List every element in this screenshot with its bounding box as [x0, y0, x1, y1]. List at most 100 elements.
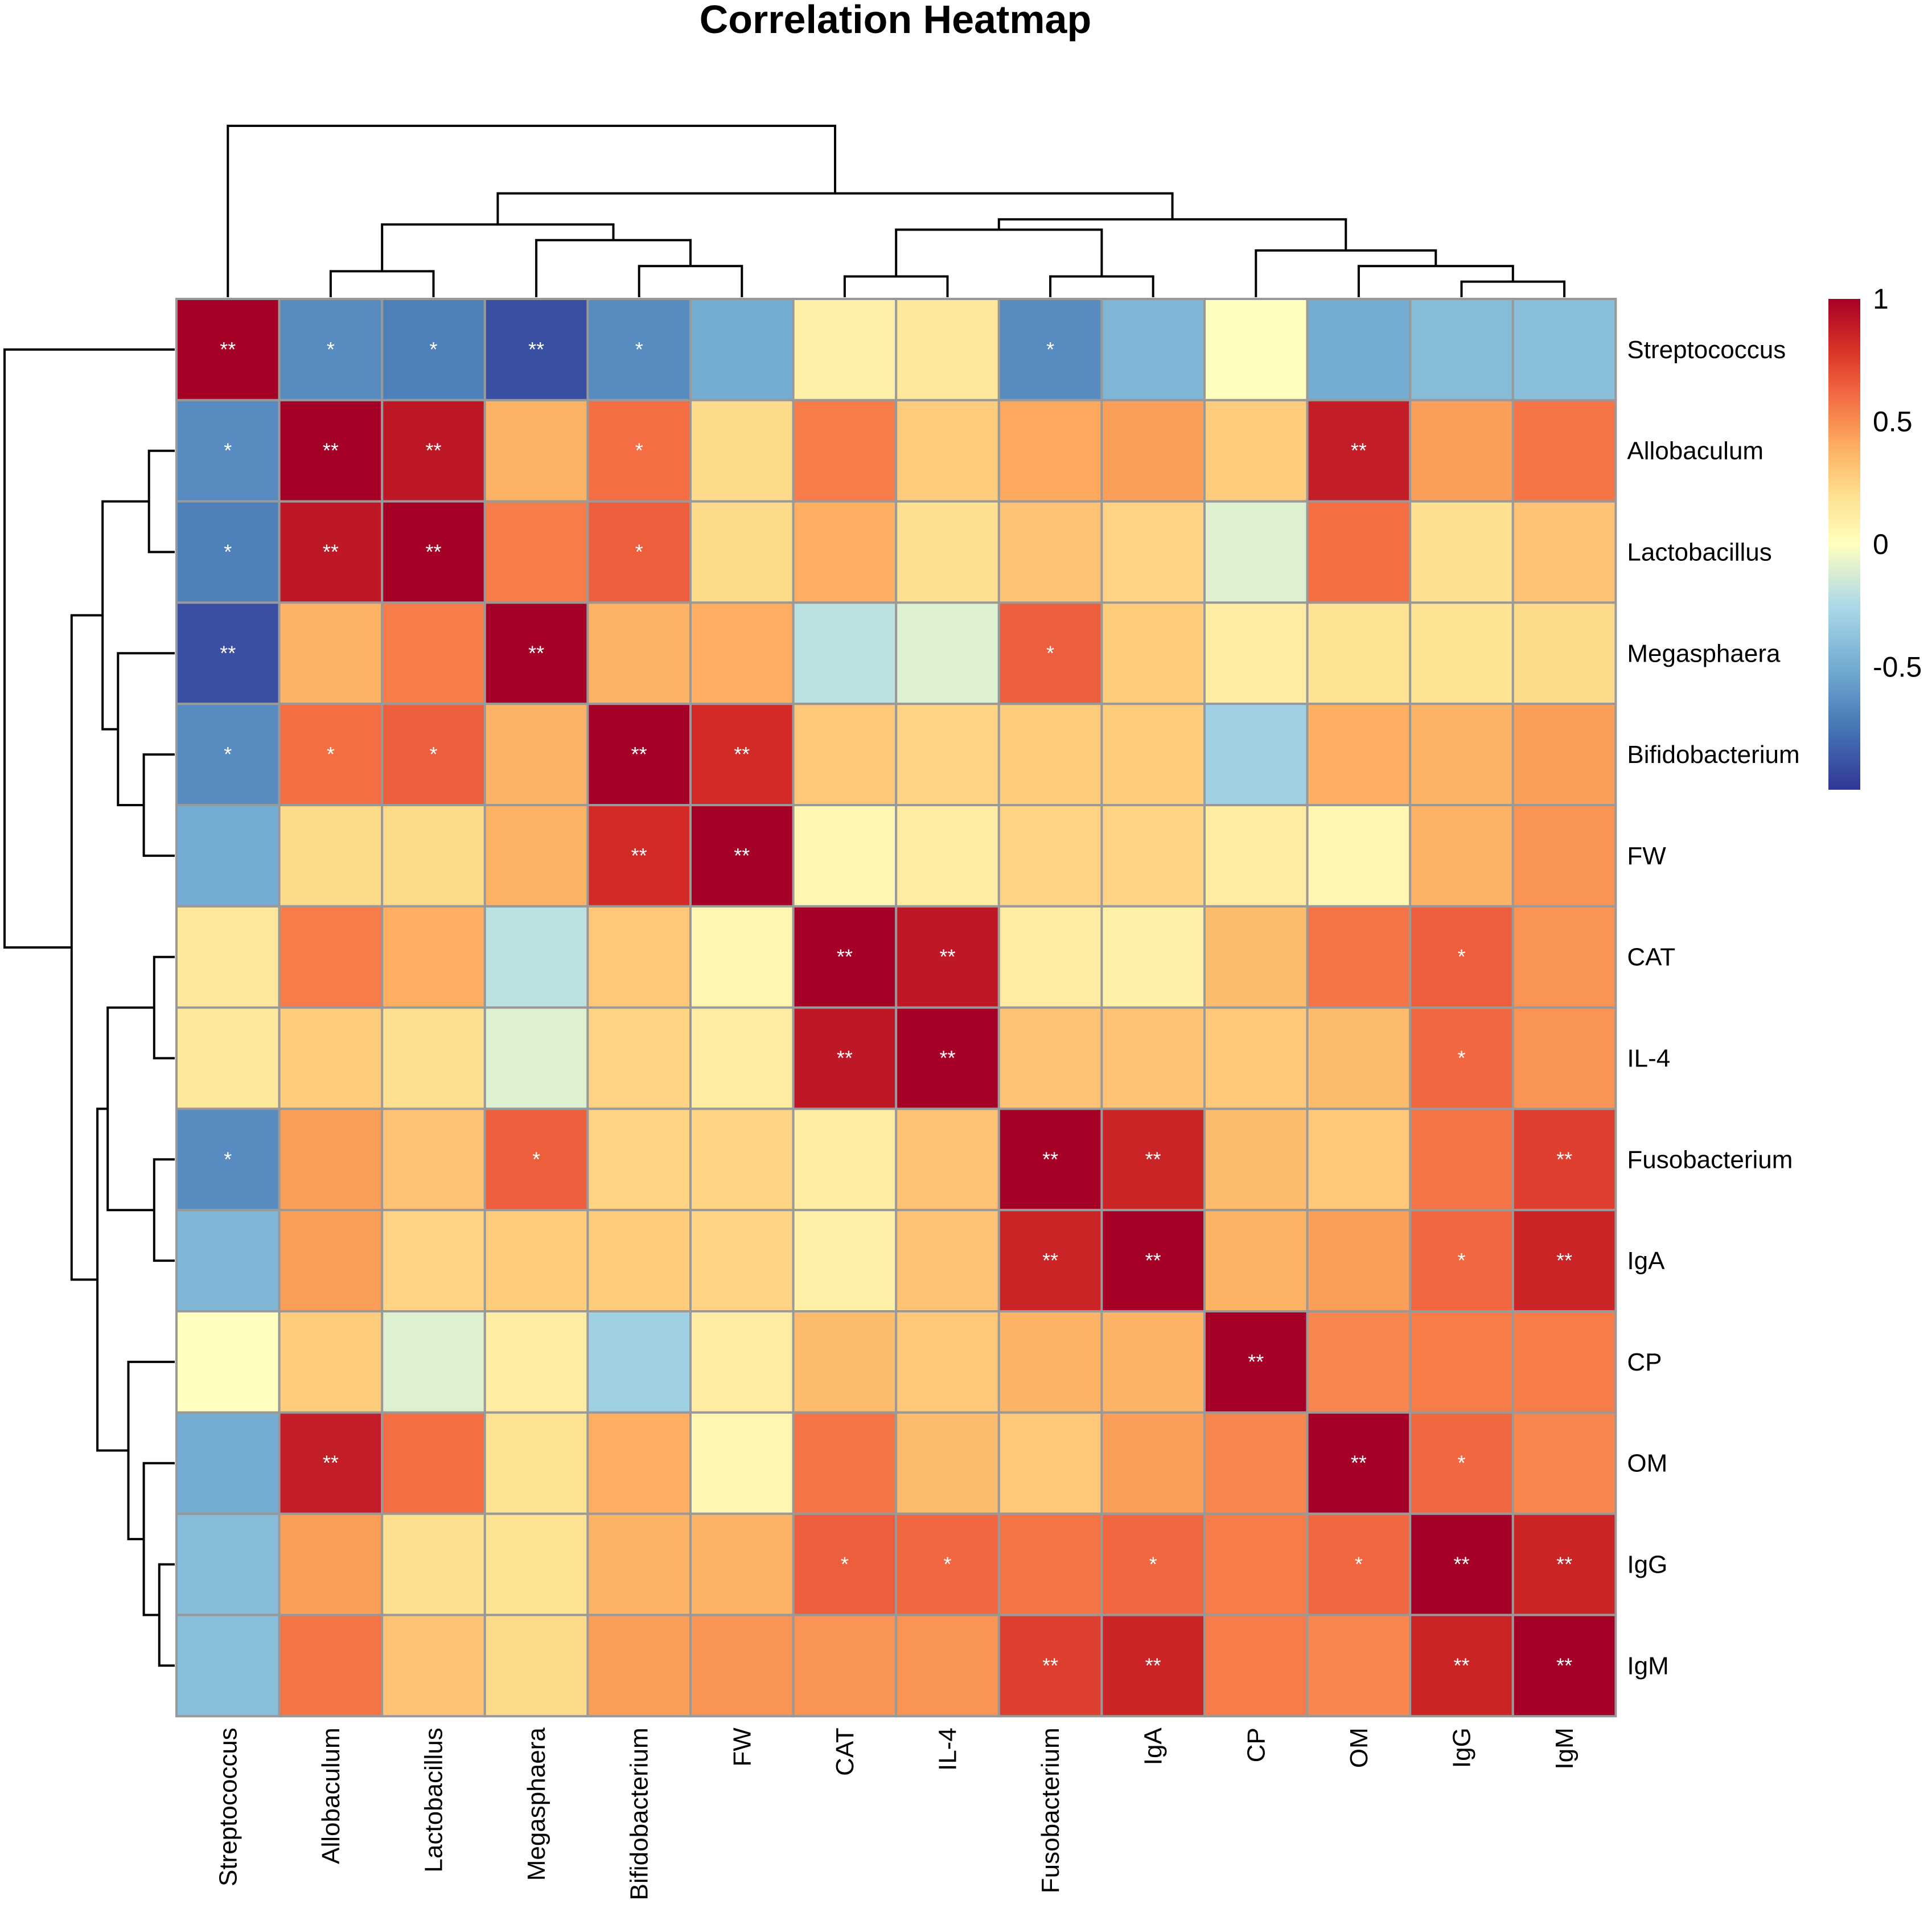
significance-marker: ** — [220, 641, 236, 664]
heatmap-cell — [1203, 1006, 1309, 1110]
row-dendrogram-branch — [147, 449, 175, 553]
heatmap-cell — [175, 1006, 281, 1110]
heatmap-cell — [895, 1512, 1000, 1616]
heatmap-cell — [1306, 500, 1412, 604]
heatmap-cell — [689, 1107, 795, 1212]
row-dendrogram-branch — [106, 1006, 154, 1212]
significance-marker: ** — [425, 540, 441, 564]
heatmap-cell — [792, 1209, 898, 1312]
heatmap-cell — [689, 1512, 795, 1616]
heatmap-cell — [1511, 1512, 1617, 1616]
significance-marker: * — [1355, 1553, 1363, 1576]
row-label: Bifidobacterium — [1627, 741, 1799, 769]
heatmap-cell — [381, 905, 486, 1009]
column-dendrogram-branch — [329, 270, 435, 297]
heatmap-cell — [381, 1411, 486, 1515]
heatmap-cell — [895, 1107, 1000, 1212]
heatmap-cell — [175, 1209, 281, 1312]
heatmap-cell — [381, 1614, 486, 1718]
column-dendrogram — [227, 125, 1566, 297]
color-legend-tick: 0 — [1873, 528, 1889, 560]
heatmap-cell — [1100, 804, 1206, 908]
heatmap-cell — [278, 1209, 384, 1312]
significance-marker: ** — [1453, 1653, 1469, 1677]
heatmap-cell — [1409, 905, 1514, 1009]
heatmap-cell — [1409, 1310, 1514, 1414]
heatmap-cell — [1511, 298, 1617, 401]
heatmap-cell — [1409, 601, 1514, 705]
heatmap-cell — [1100, 601, 1206, 705]
heatmap-cell — [586, 905, 692, 1009]
significance-marker: ** — [631, 844, 647, 867]
chart-title: Correlation Heatmap — [700, 0, 1091, 42]
heatmap-cell — [997, 601, 1103, 705]
heatmap-cell — [1511, 601, 1617, 705]
heatmap-cell — [895, 500, 1000, 604]
heatmap-cell — [586, 399, 692, 503]
heatmap-cell — [586, 703, 692, 806]
row-labels: Streptococcus Allobaculum Lactobacillus Meg… — [1627, 336, 1799, 1680]
column-dendrogram-branch — [1049, 275, 1154, 297]
heatmap-cell — [381, 1310, 486, 1414]
heatmap-cell — [689, 399, 795, 503]
significance-marker: ** — [734, 742, 750, 766]
heatmap-cell — [895, 298, 1000, 401]
heatmap-cell — [1511, 500, 1617, 604]
heatmap-cell — [895, 703, 1000, 806]
color-legend-bar — [1828, 299, 1860, 790]
column-dendrogram-branch — [535, 239, 692, 297]
heatmap-cell — [586, 601, 692, 705]
heatmap-cell — [792, 1614, 898, 1718]
heatmap-cell — [483, 1411, 589, 1515]
significance-marker: ** — [528, 338, 544, 361]
color-legend-tick: -0.5 — [1873, 651, 1922, 683]
significance-marker: * — [1457, 1047, 1465, 1070]
heatmap-cell — [1511, 399, 1617, 503]
row-dendrogram-branch — [127, 1360, 175, 1541]
heatmap-cell — [483, 804, 589, 908]
row-label: Lactobacillus — [1627, 539, 1771, 567]
heatmap-cell — [278, 905, 384, 1009]
column-label: Allobaculum — [317, 1728, 345, 1864]
heatmap-cell — [895, 905, 1000, 1009]
significance-marker: * — [943, 1553, 951, 1576]
significance-marker: ** — [425, 439, 441, 462]
heatmap-cell — [1203, 1411, 1309, 1515]
heatmap-cell — [1100, 1411, 1206, 1515]
heatmap-cell — [1306, 804, 1412, 908]
heatmap-cell — [1409, 1107, 1514, 1212]
heatmap-cell — [792, 1411, 898, 1515]
heatmap-cell — [1100, 1006, 1206, 1110]
heatmap-cell — [1100, 905, 1206, 1009]
heatmap-cell — [997, 298, 1103, 401]
significance-marker: * — [1457, 1451, 1465, 1475]
heatmap-cell — [586, 1006, 692, 1110]
column-dendrogram-branch — [1255, 249, 1437, 297]
heatmap-cell — [1409, 804, 1514, 908]
significance-marker: * — [1046, 641, 1054, 664]
significance-marker: ** — [1556, 1653, 1572, 1677]
heatmap-cell — [381, 804, 486, 908]
significance-marker: ** — [323, 540, 339, 564]
heatmap-cell — [895, 1310, 1000, 1414]
significance-marker: ** — [837, 1047, 853, 1070]
heatmap-cell — [895, 804, 1000, 908]
significance-marker: * — [635, 439, 643, 462]
column-label: Bifidobacterium — [626, 1728, 653, 1900]
heatmap-cell — [997, 703, 1103, 806]
heatmap-cell — [278, 1006, 384, 1110]
heatmap-cell — [997, 905, 1103, 1009]
row-label: CP — [1627, 1348, 1662, 1376]
row-label: Streptococcus — [1627, 336, 1786, 364]
heatmap-cell — [997, 1310, 1103, 1414]
heatmap-cell — [1100, 500, 1206, 604]
significance-marker: * — [635, 540, 643, 564]
heatmap-cell — [1306, 905, 1412, 1009]
significance-marker: * — [429, 338, 437, 361]
heatmap-cell — [586, 1107, 692, 1212]
heatmap-cell — [792, 703, 898, 806]
heatmap-cell — [1409, 703, 1514, 806]
heatmap-cell — [689, 1411, 795, 1515]
heatmap-cell — [689, 1614, 795, 1718]
